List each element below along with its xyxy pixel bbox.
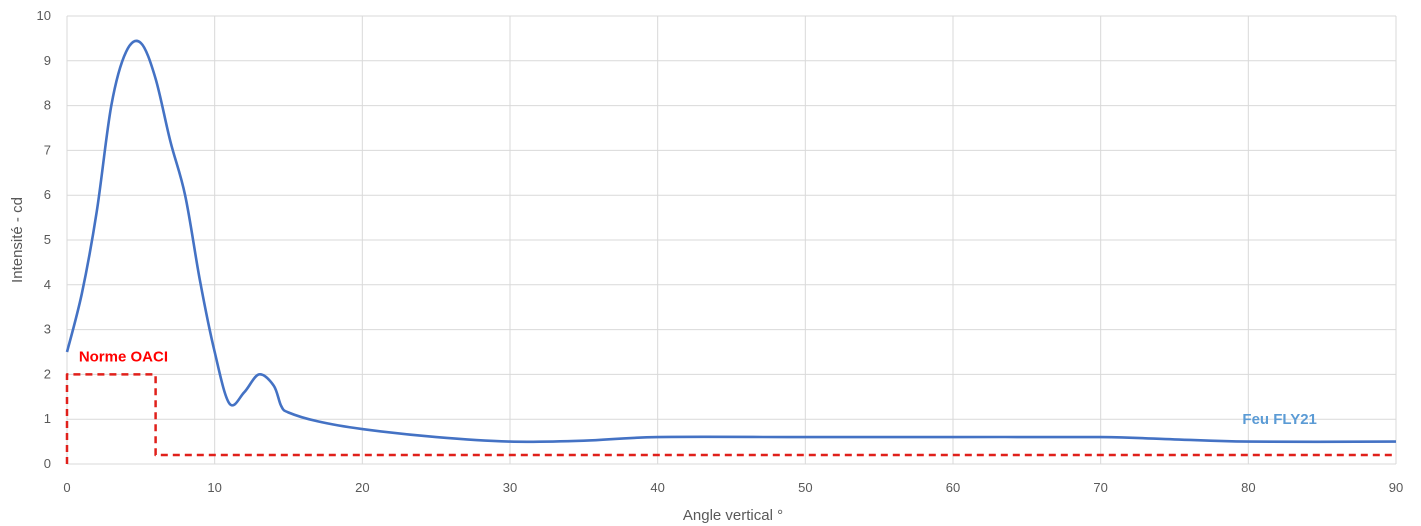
- x-tick-label: 50: [798, 480, 812, 495]
- x-tick-label: 80: [1241, 480, 1255, 495]
- y-tick-label: 9: [44, 53, 51, 68]
- y-tick-label: 5: [44, 232, 51, 247]
- x-tick-label: 40: [650, 480, 664, 495]
- x-tick-label: 60: [946, 480, 960, 495]
- y-tick-label: 3: [44, 322, 51, 337]
- annotation-label: Feu FLY21: [1242, 411, 1316, 428]
- series-line-norme-oaci: [65, 373, 1396, 464]
- x-tick-label: 90: [1389, 480, 1403, 495]
- x-tick-label: 0: [63, 480, 70, 495]
- x-tick-label: 30: [503, 480, 517, 495]
- y-tick-label: 7: [44, 142, 51, 157]
- annotations: Norme OACI Feu FLY21: [79, 348, 1317, 428]
- y-tick-label: 4: [44, 277, 51, 292]
- y-tick-label: 0: [44, 456, 51, 471]
- y-tick-label: 8: [44, 98, 51, 113]
- y-axis-title: Intensité - cd: [9, 197, 26, 283]
- x-tick-labels: 0 10 20 30 40 50 60 70 80 90: [63, 480, 1403, 495]
- y-tick-label: 1: [44, 411, 51, 426]
- y-tick-label: 2: [44, 366, 51, 381]
- grid-lines: [66, 15, 1397, 465]
- x-tick-label: 70: [1093, 480, 1107, 495]
- y-tick-label: 10: [37, 8, 51, 23]
- x-tick-label: 10: [207, 480, 221, 495]
- y-tick-label: 6: [44, 187, 51, 202]
- x-tick-label: 20: [355, 480, 369, 495]
- y-tick-labels: 0 1 2 3 4 5 6 7 8 9 10: [37, 8, 51, 471]
- series-lines: [65, 39, 1397, 464]
- annotation-label: Norme OACI: [79, 348, 168, 365]
- x-axis-title: Angle vertical °: [683, 507, 783, 524]
- series-line-feu-fly21: [65, 39, 1397, 444]
